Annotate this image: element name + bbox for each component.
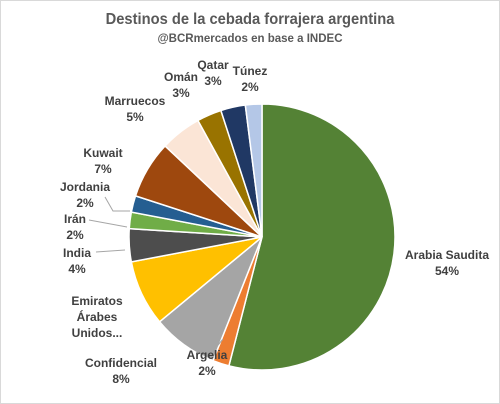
pie-slice-t-nez — [244, 103, 263, 238]
slice-value-label: 3% — [172, 86, 190, 100]
slice-value-label: 5% — [126, 110, 144, 124]
slice-label: Qatar — [197, 58, 229, 72]
slice-value-label: 2% — [76, 196, 94, 210]
slice-label: Árabes — [77, 309, 118, 324]
slice-label: Túnez — [233, 64, 268, 78]
slice-value-label: 2% — [66, 228, 84, 242]
slice-label: Omán — [164, 70, 198, 84]
slice-label: Arabia Saudita — [405, 248, 489, 262]
chart-title: Destinos de la cebada forrajera argentin… — [105, 11, 395, 28]
chart-subtitle: @BCRmercados en base a INDEC — [157, 33, 343, 45]
slice-value-label: 54% — [435, 264, 459, 278]
slice-value-label: 2% — [198, 364, 216, 378]
slice-value-label: 4% — [68, 262, 86, 276]
slice-label: Argelia — [187, 348, 228, 362]
leader-line — [95, 249, 126, 253]
slice-label: Marruecos — [105, 94, 166, 108]
slice-label: Irán — [64, 212, 86, 226]
slice-value-label: 7% — [94, 162, 112, 176]
slice-value-label: 2% — [241, 80, 259, 94]
leader-line — [88, 219, 128, 228]
leader-line — [213, 338, 224, 351]
slice-label: India — [63, 246, 91, 260]
slice-label: Kuwait — [83, 146, 122, 160]
slice-value-label: 8% — [112, 372, 130, 386]
slice-label: Confidencial — [85, 356, 157, 370]
slice-label: Jordania — [60, 180, 110, 194]
slice-value-label: 3% — [204, 74, 222, 88]
pie-slice-arabia-saudita — [228, 103, 396, 371]
leader-line — [104, 196, 130, 212]
slice-label: Unidos... — [72, 326, 123, 340]
slice-label: Emiratos — [71, 294, 123, 308]
